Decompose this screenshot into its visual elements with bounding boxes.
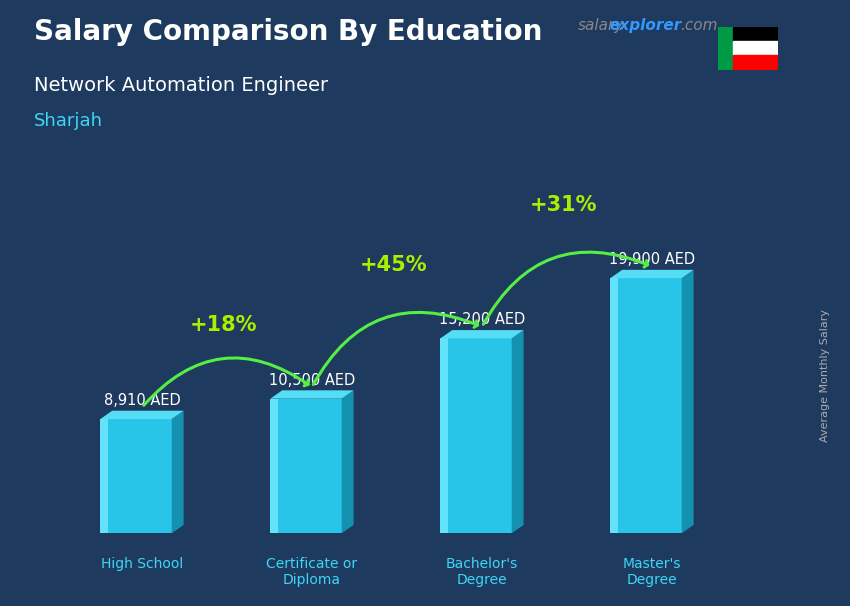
Polygon shape [610, 278, 618, 533]
Text: +18%: +18% [190, 315, 258, 335]
Polygon shape [440, 338, 512, 533]
Text: Average Monthly Salary: Average Monthly Salary [820, 309, 830, 442]
Text: .com: .com [680, 18, 717, 33]
Text: Salary Comparison By Education: Salary Comparison By Education [34, 18, 542, 46]
Bar [718, 27, 733, 70]
Text: 15,200 AED: 15,200 AED [439, 313, 525, 327]
Text: 8,910 AED: 8,910 AED [104, 393, 180, 408]
Polygon shape [100, 419, 172, 533]
Bar [733, 56, 778, 70]
Polygon shape [100, 419, 108, 533]
Polygon shape [682, 270, 694, 533]
Text: 10,500 AED: 10,500 AED [269, 373, 355, 388]
Bar [733, 27, 778, 41]
Text: Bachelor's
Degree: Bachelor's Degree [445, 556, 518, 587]
Polygon shape [610, 278, 682, 533]
Text: salary: salary [578, 18, 624, 33]
Text: Certificate or
Diploma: Certificate or Diploma [266, 556, 358, 587]
Polygon shape [440, 330, 524, 338]
Text: Master's
Degree: Master's Degree [623, 556, 681, 587]
Polygon shape [610, 270, 694, 278]
Text: Sharjah: Sharjah [34, 112, 103, 130]
Text: High School: High School [101, 556, 183, 571]
Polygon shape [172, 411, 184, 533]
Bar [733, 41, 778, 56]
Text: 19,900 AED: 19,900 AED [609, 252, 695, 267]
Text: Network Automation Engineer: Network Automation Engineer [34, 76, 328, 95]
Text: explorer: explorer [609, 18, 682, 33]
Polygon shape [270, 399, 342, 533]
Polygon shape [270, 399, 278, 533]
Polygon shape [100, 411, 184, 419]
Polygon shape [440, 338, 448, 533]
Polygon shape [342, 390, 354, 533]
Text: +31%: +31% [530, 195, 598, 215]
Text: +45%: +45% [360, 255, 428, 275]
Polygon shape [270, 390, 354, 399]
Polygon shape [512, 330, 524, 533]
